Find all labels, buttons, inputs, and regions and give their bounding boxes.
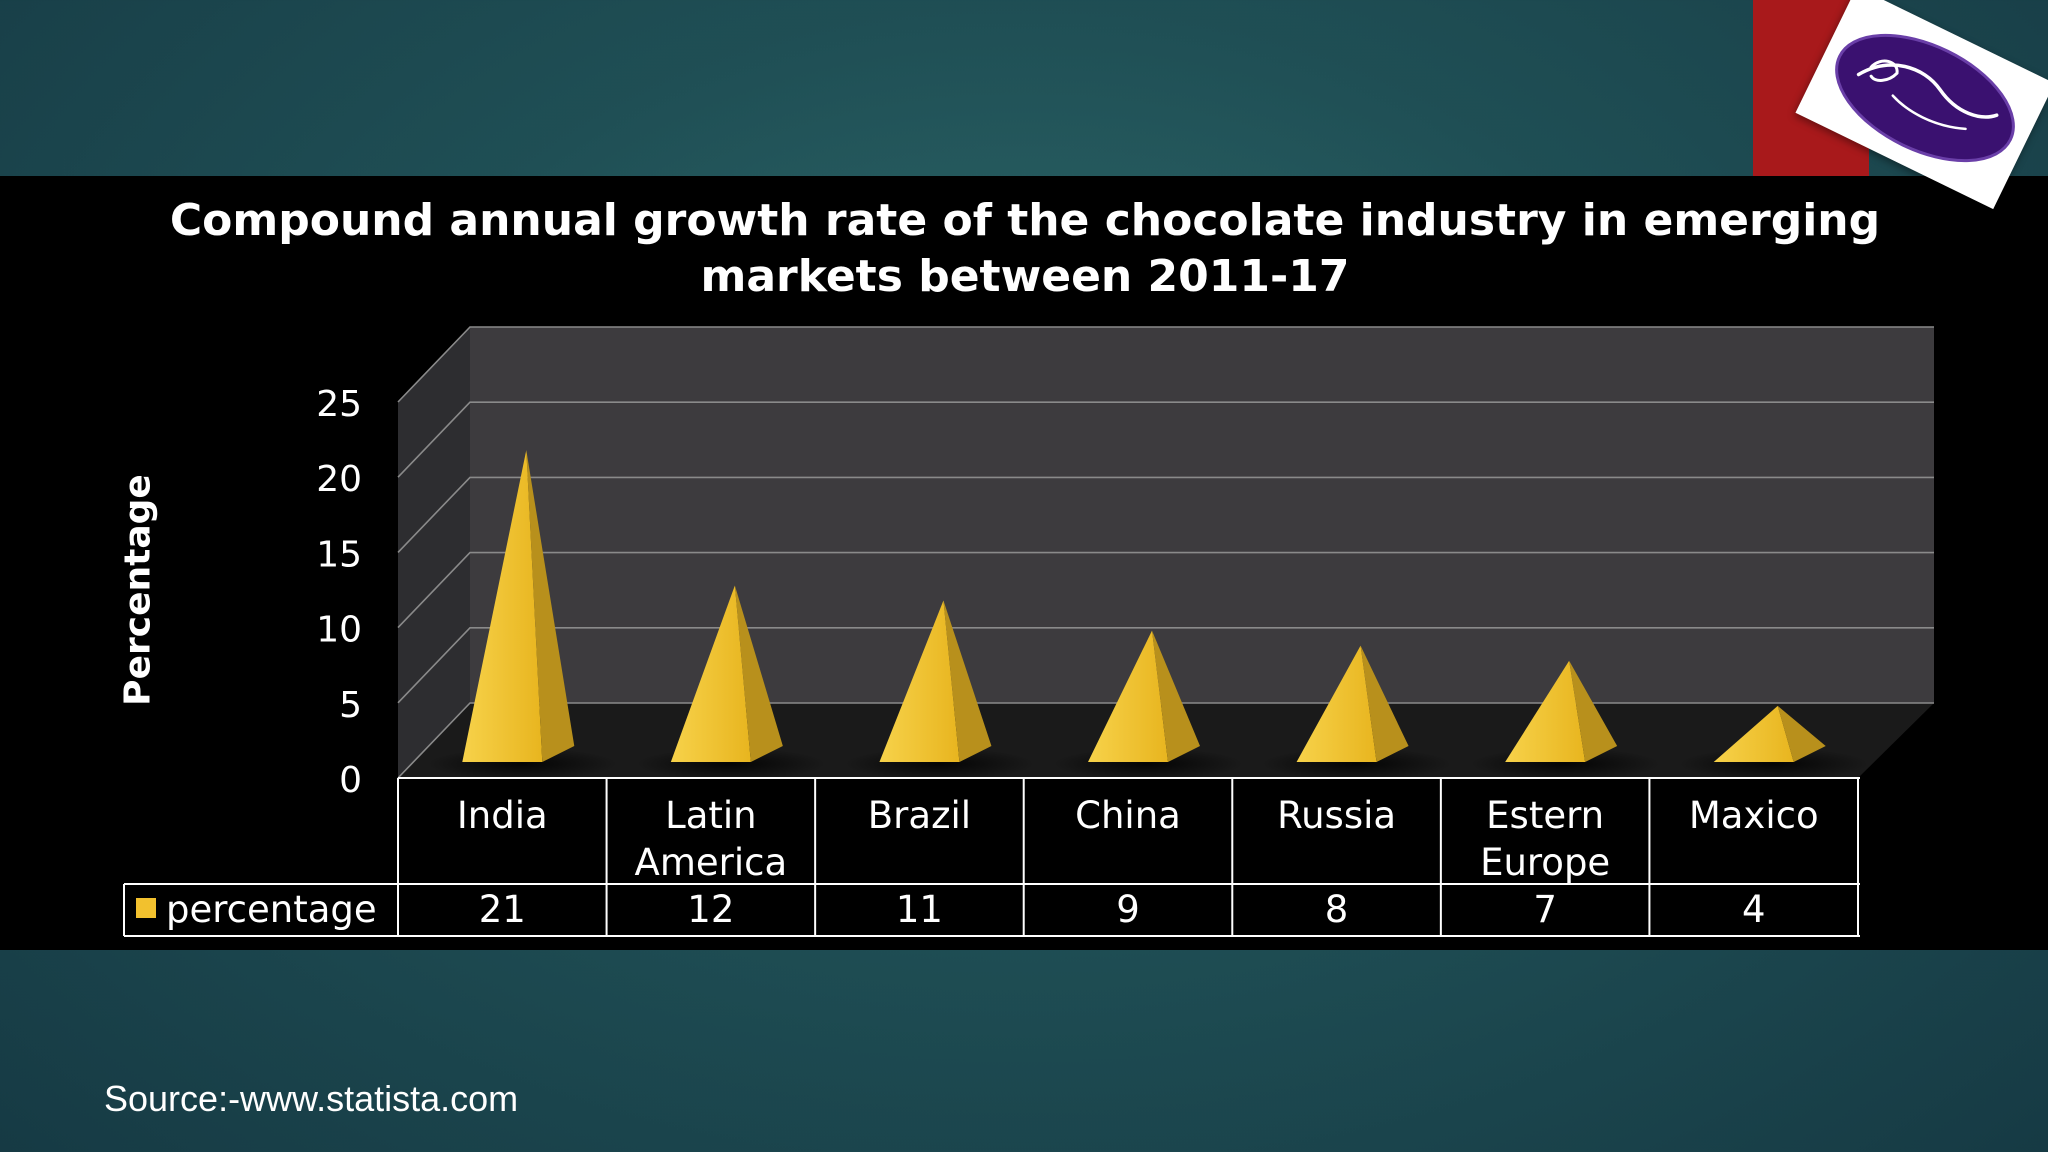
pyramid-front-face bbox=[462, 450, 543, 762]
pyramid bbox=[844, 600, 1035, 780]
pyramid-front-face bbox=[879, 600, 960, 762]
pyramid-front-face bbox=[1505, 660, 1586, 762]
category-label: Brazil bbox=[868, 794, 971, 837]
pyramid-front-face bbox=[1296, 645, 1377, 762]
side-wall bbox=[398, 327, 470, 778]
pyramid bbox=[427, 450, 618, 780]
category-label: Russia bbox=[1277, 794, 1396, 837]
category-label: Europe bbox=[1480, 841, 1610, 884]
category-label: America bbox=[635, 841, 788, 884]
cadbury-logo bbox=[1795, 0, 2048, 210]
data-label: 8 bbox=[1325, 888, 1349, 931]
category-label: China bbox=[1075, 794, 1181, 837]
back-wall bbox=[470, 327, 1934, 703]
data-label: 11 bbox=[896, 888, 943, 931]
gridline bbox=[397, 702, 1934, 779]
y-tick-label: 10 bbox=[316, 610, 362, 651]
pyramids bbox=[427, 450, 1869, 780]
pyramid-side-face bbox=[734, 585, 783, 762]
pyramid-front-face bbox=[1713, 705, 1794, 762]
y-tick-label: 15 bbox=[316, 534, 362, 575]
gridlines bbox=[397, 326, 1934, 779]
gridline bbox=[397, 401, 1934, 478]
pyramid-front-face bbox=[1088, 630, 1168, 762]
pyramid-side-face bbox=[526, 450, 575, 762]
y-tick-label: 0 bbox=[339, 760, 362, 801]
pyramid bbox=[1261, 645, 1452, 780]
y-axis-ticks: 0 5 10 15 20 25 bbox=[316, 384, 362, 801]
gridline bbox=[397, 326, 1934, 403]
source-note: Source:-www.statista.com bbox=[104, 1078, 519, 1119]
pyramid-side-face bbox=[1152, 630, 1200, 762]
pyramid bbox=[1053, 630, 1243, 780]
gridline bbox=[397, 626, 1934, 704]
category-label: Maxico bbox=[1689, 794, 1819, 837]
y-tick-label: 20 bbox=[316, 459, 362, 500]
pyramid-side-face bbox=[1777, 705, 1826, 762]
category-label: Estern bbox=[1486, 794, 1604, 837]
pyramid-side-face bbox=[1569, 660, 1618, 762]
pyramid bbox=[635, 585, 826, 780]
legend-label: percentage bbox=[166, 888, 377, 931]
pyramid-side-face bbox=[943, 600, 992, 762]
cadbury-logo-emblem bbox=[1835, 33, 2015, 163]
chart-title: Compound annual growth rate of the choco… bbox=[169, 195, 1881, 302]
data-label: 9 bbox=[1116, 888, 1140, 931]
pyramid bbox=[1678, 705, 1869, 780]
category-label: India bbox=[457, 794, 548, 837]
data-label: 4 bbox=[1742, 888, 1766, 931]
gridline bbox=[397, 476, 1934, 553]
pyramid-side-face bbox=[1360, 645, 1409, 762]
pyramid bbox=[1470, 660, 1661, 780]
y-tick-label: 5 bbox=[339, 685, 362, 726]
data-label: 12 bbox=[687, 888, 734, 931]
data-label: 7 bbox=[1533, 888, 1557, 931]
pyramid-front-face bbox=[670, 585, 751, 762]
gridline bbox=[397, 551, 1934, 629]
y-tick-label: 25 bbox=[316, 384, 362, 425]
legend-swatch bbox=[136, 898, 156, 918]
category-label: Latin bbox=[665, 794, 757, 837]
data-label: 21 bbox=[479, 888, 526, 931]
